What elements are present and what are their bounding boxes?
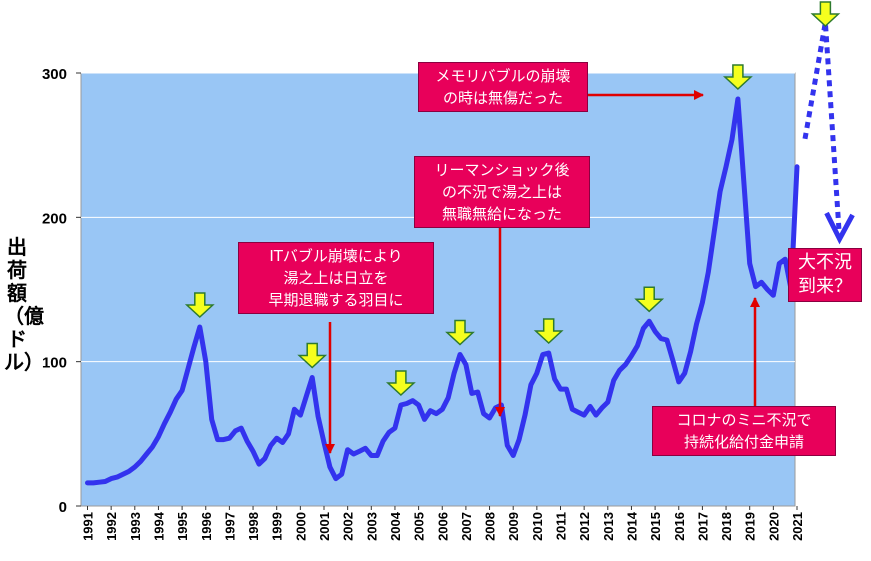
annotation-line: 無職無給になった — [441, 205, 562, 223]
annotation-it-bubble: ITバブル崩壊により 湯之上は日立を 早期退職する羽目に — [238, 242, 434, 314]
x-axis: 1991 1992 1993 1994 1995 1996 1997 1998 1999 2000… — [81, 506, 805, 541]
peak-marker-icon — [385, 370, 416, 397]
x-tick-label: 1992 — [104, 512, 119, 541]
x-tick-label: 1997 — [222, 512, 237, 541]
y-tick-label: 300 — [42, 66, 67, 83]
x-tick-label: 1991 — [81, 512, 96, 541]
x-tick-label: 2000 — [293, 512, 308, 541]
x-tick-label: 2010 — [530, 512, 545, 541]
annotation-line: 持続化給付金申請 — [683, 433, 804, 451]
annotation-line: 到来？ — [798, 276, 852, 297]
x-tick-label: 2014 — [624, 511, 639, 541]
forecast-arrowhead — [824, 211, 855, 245]
annotation-line: ITバブル崩壊により — [269, 247, 403, 265]
x-tick-label: 2016 — [672, 512, 687, 541]
y-tick-label: 0 — [59, 499, 67, 516]
x-tick-label: 2002 — [341, 512, 356, 541]
annotation-line: 大不況 — [798, 252, 852, 273]
x-tick-label: 2004 — [388, 511, 403, 541]
x-tick-label: 2009 — [506, 512, 521, 541]
annotation-line: コロナのミニ不況で — [676, 411, 812, 429]
annotation-memory-bubble: メモリバブルの崩壊 の時は無傷だった — [418, 62, 588, 112]
x-tick-label: 2012 — [577, 512, 592, 541]
x-tick-label: 2005 — [412, 512, 427, 541]
x-tick-label: 2017 — [695, 512, 710, 541]
y-tick-label: 100 — [42, 355, 67, 372]
y-axis: 0 100 200 300 — [42, 66, 81, 516]
x-tick-label: 2011 — [554, 512, 569, 540]
x-tick-label: 2019 — [743, 512, 758, 541]
annotation-line: リーマンショック後 — [434, 161, 570, 179]
annotation-line: の不況で湯之上は — [441, 183, 562, 201]
annotation-line: メモリバブルの崩壊 — [435, 67, 571, 85]
peak-marker-icon — [722, 64, 753, 91]
x-tick-label: 2007 — [459, 512, 474, 541]
x-tick-label: 2018 — [719, 512, 734, 541]
peak-marker-icon — [533, 318, 564, 345]
x-tick-label: 1996 — [199, 512, 214, 541]
series-line-shipments — [85, 96, 800, 486]
x-tick-label: 1994 — [151, 511, 166, 541]
x-tick-label: 2015 — [648, 512, 663, 541]
peak-marker-icon — [184, 292, 215, 319]
y-tick-label: 200 — [42, 210, 67, 227]
annotation-corona: コロナのミニ不況で 持続化給付金申請 — [652, 406, 836, 456]
peak-marker-icon — [297, 342, 328, 369]
x-tick-label: 1995 — [175, 512, 190, 541]
x-tick-label: 2001 — [317, 512, 332, 541]
series-lines — [85, 22, 855, 486]
y-axis-label: 出荷額（億ドル） — [4, 235, 44, 374]
x-tick-label: 2003 — [364, 512, 379, 541]
peak-marker-icon — [634, 286, 665, 313]
peak-marker-icon — [445, 319, 475, 346]
annotation-arrows — [325, 90, 760, 454]
x-tick-label: 1998 — [246, 512, 261, 541]
annotation-line: 湯之上は日立を — [283, 269, 389, 287]
x-tick-label: 1993 — [128, 512, 143, 541]
x-tick-label: 2006 — [435, 512, 450, 541]
x-tick-label: 2013 — [601, 512, 616, 541]
peak-marker-icon — [810, 1, 841, 28]
x-tick-label: 2020 — [766, 512, 781, 541]
x-tick-label: 2021 — [790, 512, 805, 541]
x-tick-label: 1999 — [270, 512, 285, 541]
peak-markers — [184, 1, 841, 397]
annotation-line: 早期退職する羽目に — [268, 291, 404, 309]
x-tick-label: 2008 — [483, 512, 498, 541]
forecast-line — [802, 22, 843, 240]
annotation-recession: 大不況 到来？ — [788, 248, 862, 302]
annotation-lehman: リーマンショック後 の不況で湯之上は 無職無給になった — [414, 156, 590, 228]
annotation-line: の時は無傷だった — [442, 89, 563, 107]
